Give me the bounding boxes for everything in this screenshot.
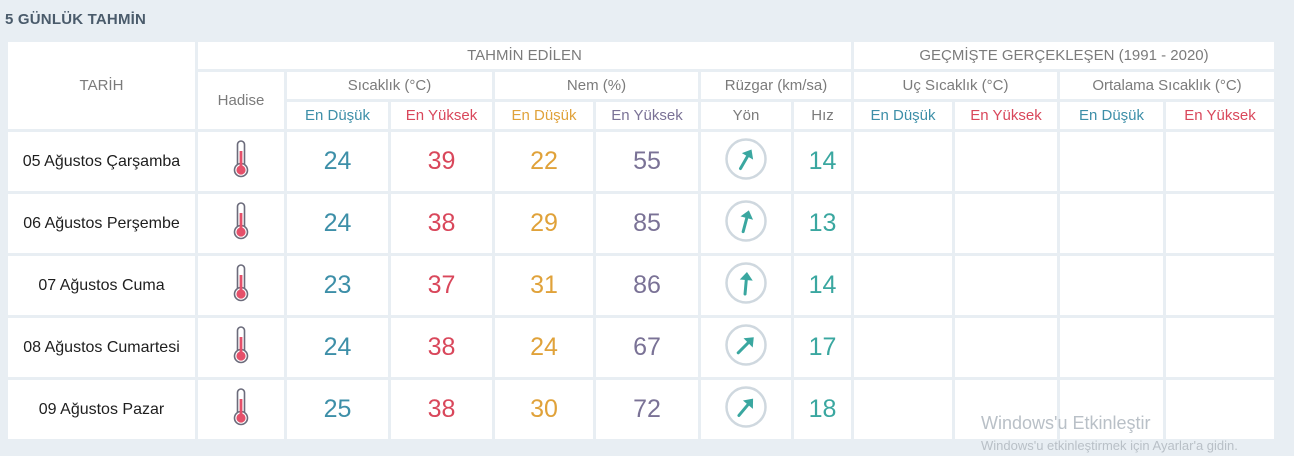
activation-watermark-text: Windows'u etkinleştirmek için Ayarlar'a … (981, 438, 1238, 453)
wind-direction-icon (724, 262, 768, 309)
row-date: 07 Ağustos Cuma (8, 256, 195, 315)
header-avg-temp: Ortalama Sıcaklık (°C) (1060, 72, 1274, 99)
subheader-temp-high: En Yüksek (391, 102, 492, 129)
avg-high-cell (1166, 256, 1274, 315)
header-wind: Rüzgar (km/sa) (701, 72, 851, 99)
humidity-low-value: 30 (495, 380, 593, 439)
wind-direction-cell (701, 194, 791, 253)
subheader-hum-high: En Yüksek (596, 102, 698, 129)
extreme-high-cell (955, 318, 1057, 377)
temp-low-value: 24 (287, 194, 388, 253)
humidity-low-value: 22 (495, 132, 593, 191)
extreme-low-cell (854, 194, 952, 253)
subheader-avg-low: En Düşük (1060, 102, 1163, 129)
humidity-low-value: 29 (495, 194, 593, 253)
avg-low-cell (1060, 380, 1163, 439)
table-row: 08 Ağustos Cumartesi 24 38 24 67 17 (8, 318, 1274, 377)
header-event: Hadise (198, 72, 284, 129)
humidity-high-value: 86 (596, 256, 698, 315)
wind-direction-cell (701, 132, 791, 191)
thermometer-icon (231, 326, 251, 369)
wind-direction-icon (724, 138, 768, 185)
wind-speed-value: 13 (794, 194, 851, 253)
avg-low-cell (1060, 194, 1163, 253)
table-row: 07 Ağustos Cuma 23 37 31 86 14 (8, 256, 1274, 315)
avg-high-cell (1166, 194, 1274, 253)
temp-low-value: 25 (287, 380, 388, 439)
extreme-high-cell (955, 256, 1057, 315)
table-row: 06 Ağustos Perşembe 24 38 29 85 13 (8, 194, 1274, 253)
temp-low-value: 24 (287, 132, 388, 191)
humidity-high-value: 72 (596, 380, 698, 439)
temp-high-value: 39 (391, 132, 492, 191)
row-date: 06 Ağustos Perşembe (8, 194, 195, 253)
extreme-high-cell (955, 132, 1057, 191)
wind-speed-value: 18 (794, 380, 851, 439)
header-forecast: TAHMİN EDİLEN (198, 42, 851, 69)
humidity-high-value: 67 (596, 318, 698, 377)
wind-direction-cell (701, 380, 791, 439)
event-cell (198, 132, 284, 191)
avg-low-cell (1060, 132, 1163, 191)
extreme-low-cell (854, 256, 952, 315)
header-past: GEÇMİŞTE GERÇEKLEŞEN (1991 - 2020) (854, 42, 1274, 69)
wind-speed-value: 14 (794, 132, 851, 191)
wind-direction-icon (724, 386, 768, 433)
event-cell (198, 318, 284, 377)
extreme-low-cell (854, 318, 952, 377)
avg-low-cell (1060, 256, 1163, 315)
wind-speed-value: 14 (794, 256, 851, 315)
wind-direction-cell (701, 318, 791, 377)
header-temp: Sıcaklık (°C) (287, 72, 492, 99)
wind-direction-icon (724, 324, 768, 371)
extreme-high-cell (955, 194, 1057, 253)
table-row: 05 Ağustos Çarşamba 24 39 22 55 14 (8, 132, 1274, 191)
subheader-temp-low: En Düşük (287, 102, 388, 129)
temp-high-value: 38 (391, 194, 492, 253)
thermometer-icon (231, 202, 251, 245)
row-date: 09 Ağustos Pazar (8, 380, 195, 439)
temp-low-value: 23 (287, 256, 388, 315)
thermometer-icon (231, 140, 251, 183)
event-cell (198, 194, 284, 253)
thermometer-icon (231, 388, 251, 431)
temp-high-value: 38 (391, 380, 492, 439)
extreme-high-cell (955, 380, 1057, 439)
humidity-high-value: 55 (596, 132, 698, 191)
wind-direction-cell (701, 256, 791, 315)
avg-high-cell (1166, 380, 1274, 439)
subheader-extreme-high: En Yüksek (955, 102, 1057, 129)
header-date: TARİH (8, 42, 195, 129)
subheader-wind-dir: Yön (701, 102, 791, 129)
avg-high-cell (1166, 132, 1274, 191)
row-date: 08 Ağustos Cumartesi (8, 318, 195, 377)
page-title: 5 GÜNLÜK TAHMİN (5, 11, 147, 28)
avg-low-cell (1060, 318, 1163, 377)
subheader-avg-high: En Yüksek (1166, 102, 1274, 129)
humidity-low-value: 24 (495, 318, 593, 377)
wind-direction-icon (724, 200, 768, 247)
temp-low-value: 24 (287, 318, 388, 377)
activation-watermark-title: Windows'u Etkinleştir (981, 413, 1151, 433)
subheader-extreme-low: En Düşük (854, 102, 952, 129)
table-row: 09 Ağustos Pazar 25 38 30 72 18 (8, 380, 1274, 439)
humidity-high-value: 85 (596, 194, 698, 253)
header-extreme-temp: Uç Sıcaklık (°C) (854, 72, 1057, 99)
extreme-low-cell (854, 132, 952, 191)
temp-high-value: 37 (391, 256, 492, 315)
event-cell (198, 256, 284, 315)
temp-high-value: 38 (391, 318, 492, 377)
forecast-table: TARİH TAHMİN EDİLEN GEÇMİŞTE GERÇEKLEŞEN… (5, 39, 1277, 442)
extreme-low-cell (854, 380, 952, 439)
thermometer-icon (231, 264, 251, 307)
header-humidity: Nem (%) (495, 72, 698, 99)
row-date: 05 Ağustos Çarşamba (8, 132, 195, 191)
subheader-wind-speed: Hız (794, 102, 851, 129)
humidity-low-value: 31 (495, 256, 593, 315)
subheader-hum-low: En Düşük (495, 102, 593, 129)
event-cell (198, 380, 284, 439)
avg-high-cell (1166, 318, 1274, 377)
wind-speed-value: 17 (794, 318, 851, 377)
